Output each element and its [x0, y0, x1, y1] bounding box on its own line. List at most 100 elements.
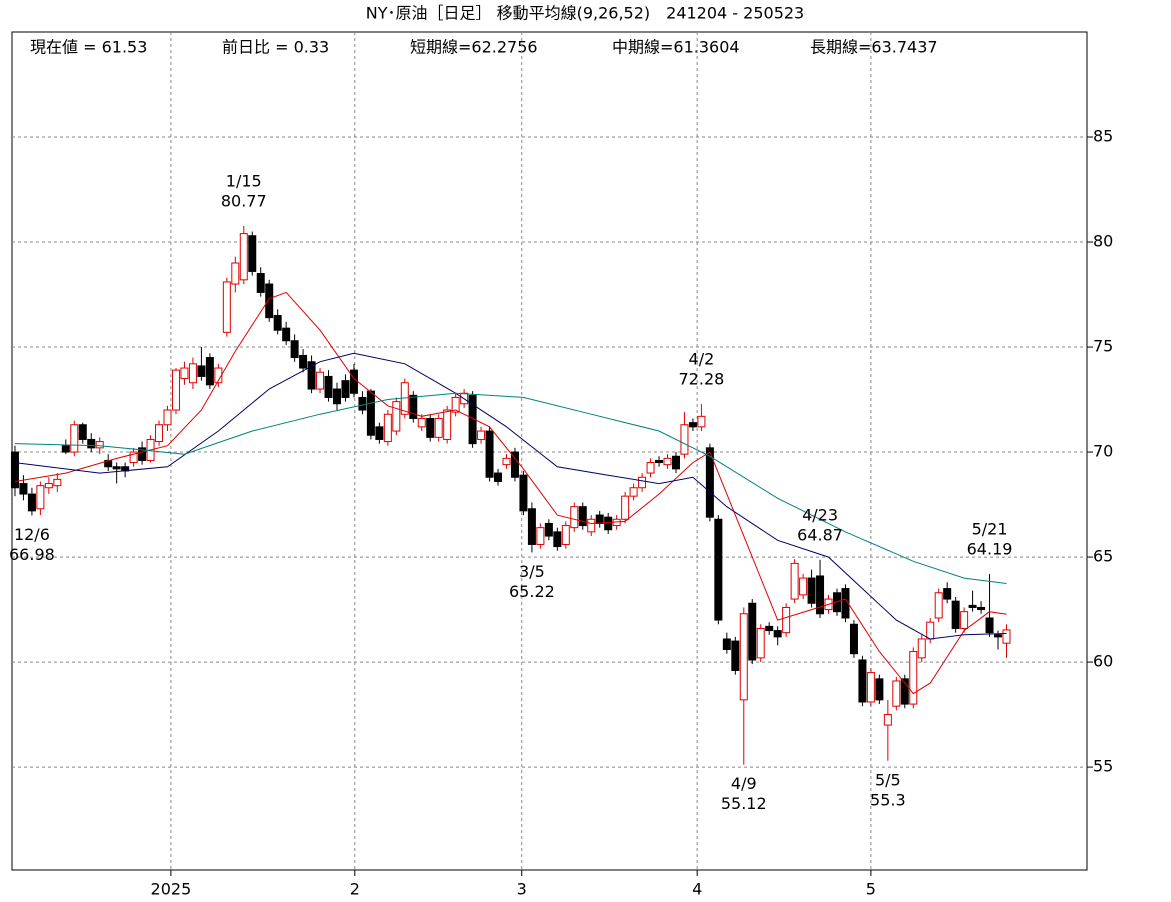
- annotation-value: 55.3: [870, 790, 906, 809]
- candle-body: [943, 588, 952, 600]
- candle-body: [341, 380, 350, 398]
- candle-body: [307, 361, 316, 390]
- y-tick-label: 80: [1093, 232, 1113, 251]
- candle-body: [426, 417, 435, 438]
- candle-body: [688, 422, 697, 428]
- candle-body: [417, 417, 426, 428]
- header-item: 長期線=63.7437: [810, 38, 938, 57]
- candle-body: [409, 394, 418, 419]
- candle-body: [36, 485, 45, 510]
- candle-body: [366, 390, 375, 436]
- candle-body: [587, 518, 596, 533]
- candle-body: [375, 426, 384, 440]
- candle-body: [926, 621, 935, 640]
- candle-body: [180, 367, 189, 380]
- candle-body: [494, 472, 503, 482]
- annotation-date: 4/23: [802, 505, 838, 524]
- candle-body: [782, 606, 791, 634]
- candle-body: [968, 604, 977, 608]
- candle-body: [663, 457, 672, 466]
- candle-body: [536, 527, 545, 545]
- candle-body: [163, 409, 172, 426]
- candle-body: [392, 401, 401, 432]
- candle-body: [485, 430, 494, 478]
- candle-body: [816, 575, 825, 615]
- candle-body: [155, 424, 164, 443]
- header-item: 前日比 = 0.33: [222, 38, 329, 57]
- candle-body: [739, 613, 748, 701]
- candle-body: [722, 638, 731, 650]
- candle-body: [188, 363, 197, 384]
- candle-body: [790, 562, 799, 600]
- candle-body: [553, 531, 562, 548]
- candle-body: [527, 508, 536, 545]
- candle-body: [519, 474, 528, 512]
- candle-body: [333, 388, 341, 405]
- candle-body: [53, 478, 62, 487]
- candle-body: [595, 514, 604, 524]
- candle-body: [434, 417, 443, 438]
- candle-body: [205, 357, 214, 386]
- candle-body: [316, 371, 325, 390]
- x-tick-label: 3: [517, 880, 527, 899]
- candle-body: [680, 424, 689, 455]
- candle-body: [383, 413, 392, 443]
- candle-body: [443, 409, 452, 440]
- candle-body: [265, 283, 274, 319]
- candle-body: [985, 617, 994, 634]
- chart-title: NY･原油［日足］ 移動平均線(9,26,52) 241204 - 250523: [366, 4, 805, 23]
- candle-body: [273, 315, 282, 331]
- candle-body: [10, 451, 19, 489]
- candle-body: [129, 451, 138, 464]
- candle-body: [909, 651, 918, 705]
- header-item: 中期線=61.3604: [612, 38, 740, 57]
- candle-body: [977, 606, 986, 611]
- candle-body: [866, 672, 875, 703]
- candle-body: [299, 354, 308, 369]
- candle-body: [27, 493, 36, 512]
- candle-body: [256, 273, 265, 293]
- candle-body: [756, 627, 765, 659]
- candle-body: [222, 281, 231, 333]
- plot-frame: [11, 31, 1088, 871]
- candle-body: [248, 235, 257, 272]
- x-tick-label: 4: [692, 880, 702, 899]
- candle-body: [765, 625, 774, 632]
- candle-body: [883, 714, 892, 726]
- candle-body: [849, 623, 858, 655]
- candle-body: [231, 262, 240, 285]
- candle-body: [61, 445, 70, 453]
- candle-body: [468, 394, 477, 445]
- y-tick-label: 85: [1093, 127, 1113, 146]
- candle-body: [70, 424, 79, 453]
- candle-body: [714, 518, 723, 621]
- annotation-value: 55.12: [721, 794, 767, 813]
- candle-body: [1002, 629, 1011, 644]
- x-tick-label: 5: [866, 880, 876, 899]
- annotation-date: 4/2: [689, 350, 715, 369]
- candle-body: [841, 588, 850, 619]
- candle-body: [87, 438, 96, 449]
- candle-body: [934, 592, 943, 619]
- candle-body: [646, 462, 655, 474]
- candle-body: [900, 678, 909, 705]
- candle-body: [477, 430, 486, 440]
- y-tick-label: 55: [1093, 757, 1113, 776]
- annotation-date: 1/15: [226, 171, 262, 190]
- candle-body: [290, 340, 299, 359]
- candle-body: [324, 375, 333, 398]
- x-tick-label: 2: [350, 880, 360, 899]
- header-item: 現在値 = 61.53: [30, 38, 147, 57]
- y-tick-label: 60: [1093, 652, 1113, 671]
- annotation-value: 80.77: [221, 191, 267, 210]
- candle-body: [451, 396, 460, 413]
- candle-body: [561, 525, 570, 545]
- candle-body: [960, 611, 969, 629]
- annotation-date: 5/5: [875, 770, 901, 789]
- moving-average-line: [14, 291, 1007, 695]
- candle-body: [748, 602, 757, 661]
- annotation-value: 64.87: [797, 525, 843, 544]
- candle-body: [951, 600, 960, 629]
- y-tick-label: 70: [1093, 442, 1113, 461]
- candle-body: [19, 483, 28, 495]
